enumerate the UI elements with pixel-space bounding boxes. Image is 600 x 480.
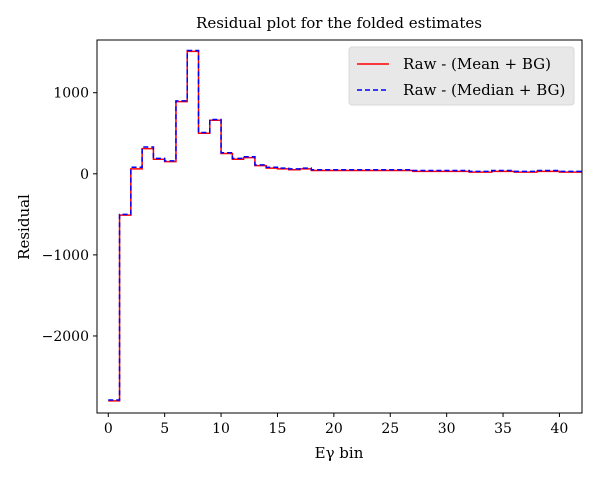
y-tick-label: 0 xyxy=(80,167,89,183)
y-tick-label: −1000 xyxy=(42,248,89,264)
y-tick-label: −2000 xyxy=(42,329,89,345)
y-axis-ticks: −2000 −1000 0 1000 xyxy=(42,86,97,345)
x-tick-label: 5 xyxy=(160,421,169,437)
legend-label: Raw - (Median + BG) xyxy=(403,81,565,99)
legend-box xyxy=(348,46,575,106)
axes-frame xyxy=(96,39,583,414)
x-axis-label: Eγ bin xyxy=(315,444,364,462)
plot-area xyxy=(108,49,582,402)
x-tick-label: 25 xyxy=(381,421,399,437)
y-tick-label: 1000 xyxy=(53,86,89,102)
x-tick-label: 0 xyxy=(104,421,113,437)
chart-title: Residual plot for the folded estimates xyxy=(196,14,482,32)
series-line-2 xyxy=(108,49,582,401)
x-tick-label: 10 xyxy=(212,421,230,437)
x-tick-label: 15 xyxy=(269,421,287,437)
x-axis-ticks: 0 5 10 15 20 25 30 35 40 xyxy=(104,413,569,437)
legend: Raw - (Mean + BG) Raw - (Median + BG) xyxy=(348,46,575,106)
x-tick-label: 30 xyxy=(438,421,456,437)
legend-label: Raw - (Mean + BG) xyxy=(403,55,551,73)
x-tick-label: 40 xyxy=(551,421,569,437)
y-axis-label: Residual xyxy=(15,194,33,260)
x-tick-label: 35 xyxy=(494,421,512,437)
x-tick-label: 20 xyxy=(325,421,343,437)
